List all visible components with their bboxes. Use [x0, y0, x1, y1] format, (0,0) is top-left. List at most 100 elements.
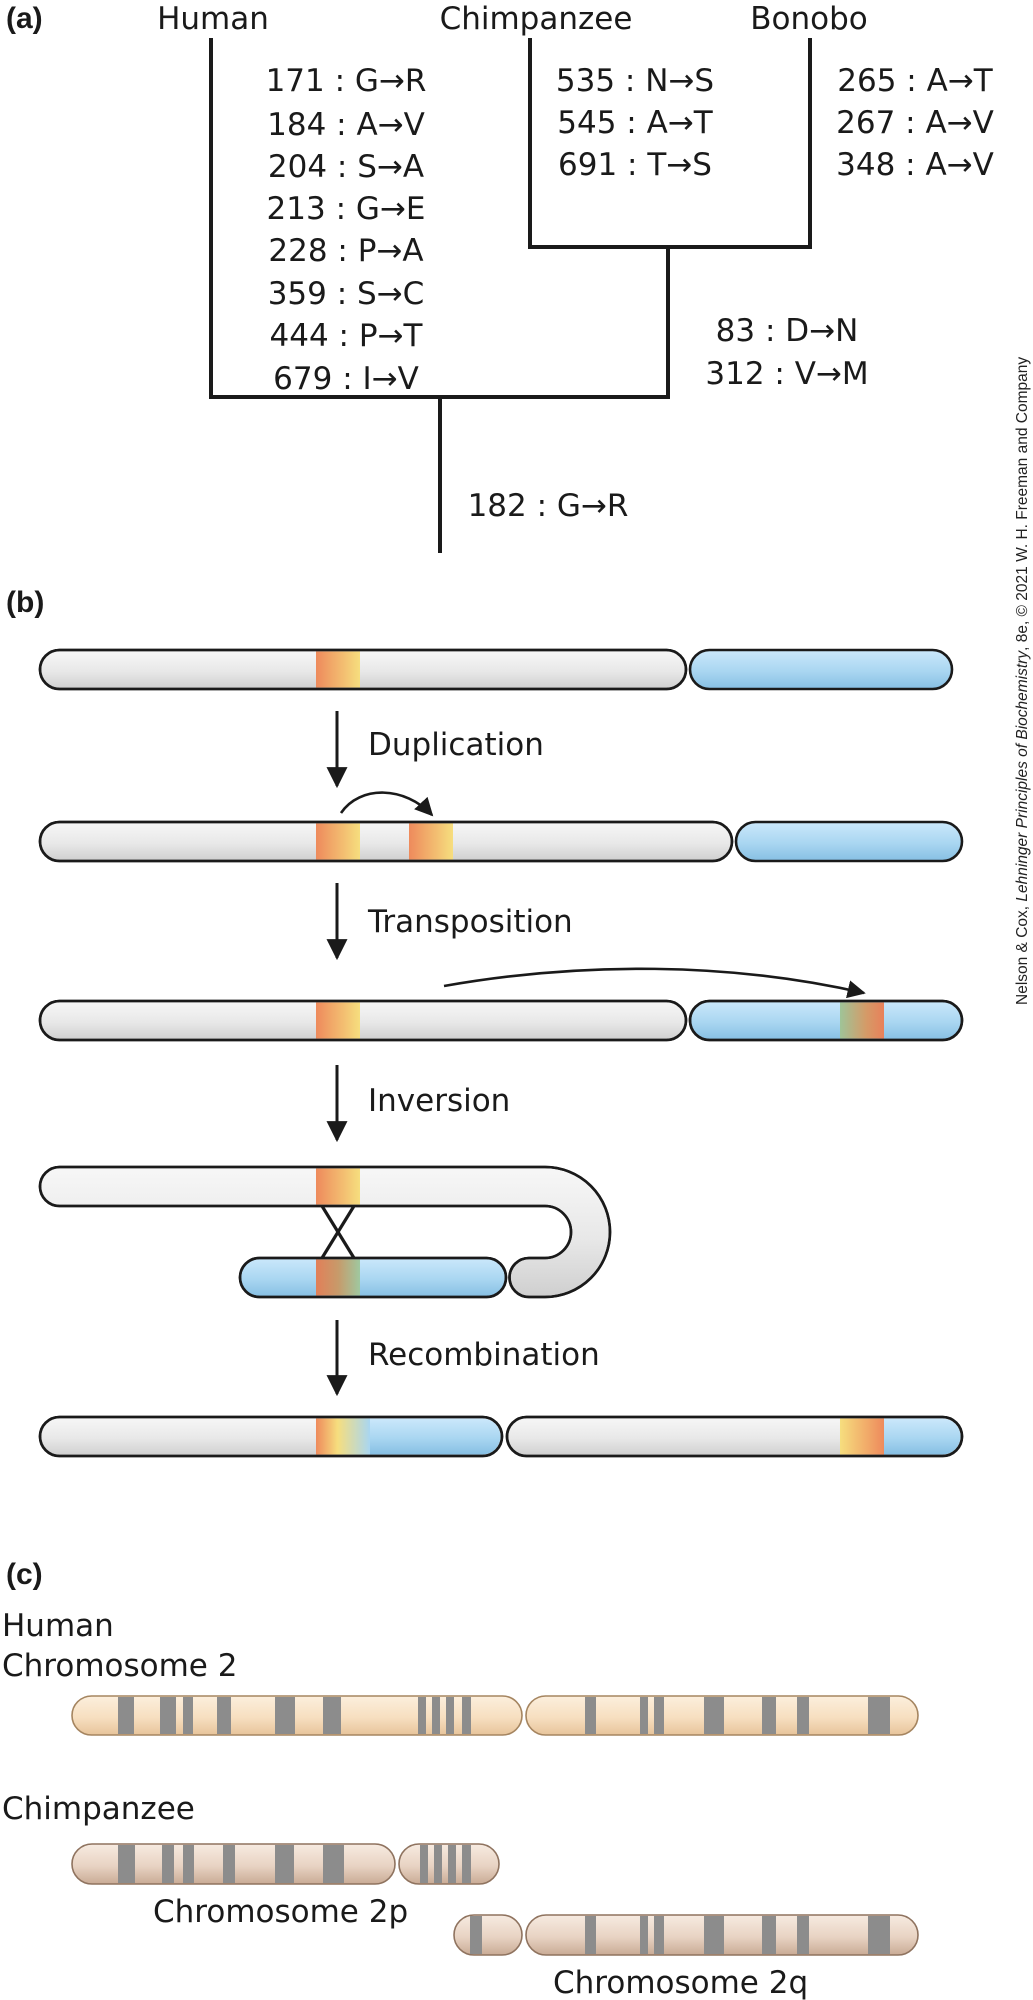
chromosome-blue — [734, 820, 964, 863]
human-chromosome-2 — [71, 1695, 919, 1736]
chromosome-band — [160, 1697, 176, 1734]
chromosome-band — [118, 1697, 134, 1734]
mutation-label: 535 : N→S — [556, 63, 714, 99]
chromosome-band — [434, 1845, 442, 1883]
phylogenetic-tree — [209, 38, 812, 553]
transposition-arrow — [443, 967, 866, 999]
gene-segment — [316, 1002, 360, 1039]
step-transposition: Transposition — [367, 904, 573, 940]
chromosome-band — [704, 1916, 724, 1954]
chromosome-band — [762, 1916, 776, 1954]
blue-portion — [884, 1418, 961, 1455]
chromosome-arm — [453, 1914, 523, 1956]
chromosome-pair-duplicated — [38, 791, 964, 863]
taxon-bonobo: Bonobo — [750, 1, 868, 37]
blue-portion — [360, 1418, 501, 1455]
mutation-label: 444 : P→T — [270, 318, 424, 354]
chromosome-label-chimp-2q: Chromosome 2q — [553, 1965, 808, 2000]
chromosome-band — [323, 1845, 344, 1883]
chromosome-band — [704, 1697, 724, 1734]
copyright-credit: Nelson & Cox, Lehninger Principles of Bi… — [1014, 357, 1032, 1005]
chromosome-band — [446, 1697, 454, 1734]
credit-suffix: , 8e, © 2021 W. H. Freeman and Company — [1014, 356, 1031, 651]
chromosome-label-chimp-2p: Chromosome 2p — [153, 1894, 408, 1930]
chromosome-band — [432, 1697, 440, 1734]
mutation-label: 213 : G→E — [267, 191, 426, 227]
chromosome-band — [762, 1697, 776, 1734]
step-inversion: Inversion — [368, 1083, 510, 1119]
chromosome-grey — [38, 648, 688, 691]
pan-mutation-list: 83 : D→N 312 : V→M — [705, 313, 868, 392]
chromosome-band — [654, 1916, 664, 1954]
chromosome-blue — [238, 1256, 508, 1299]
chromosome-band — [217, 1697, 231, 1734]
root-mutation-label: 182 : G→R — [468, 488, 629, 524]
mutation-label: 267 : A→V — [836, 105, 994, 141]
species-label-human: Human — [2, 1608, 114, 1644]
chromosome-band — [868, 1697, 890, 1734]
panel-label-b: (b) — [6, 586, 44, 619]
chromosome-band — [797, 1697, 809, 1734]
mutation-label: 228 : P→A — [268, 233, 423, 269]
transposed-segment — [840, 1002, 884, 1039]
credit-book-title: Lehninger Principles of Biochemistry — [1014, 650, 1031, 902]
duplication-arrow — [339, 791, 434, 817]
human-mutation-list: 171 : G→R 184 : A→V 204 : S→A 213 : G→E … — [266, 63, 427, 397]
taxon-human: Human — [157, 1, 269, 37]
chromosome-band — [868, 1916, 890, 1954]
step-recombination: Recombination — [368, 1337, 600, 1373]
chromosome-grey — [38, 999, 688, 1042]
chromosome-band — [640, 1697, 648, 1734]
chromosome-inversion-loop — [38, 1165, 612, 1299]
credit-prefix: Nelson & Cox, — [1014, 901, 1031, 1005]
chromosome-band — [275, 1697, 295, 1734]
mutation-label: 679 : I→V — [273, 361, 419, 397]
chromosome-band — [462, 1697, 471, 1734]
chromosome-band — [654, 1697, 664, 1734]
mutation-label: 184 : A→V — [267, 107, 425, 143]
gene-segment — [316, 1418, 370, 1455]
chromosome-pair-transposed — [38, 967, 964, 1042]
chromosome-band — [118, 1845, 135, 1883]
mutation-label: 691 : T→S — [558, 147, 712, 183]
chromosome-pair-recombined — [38, 1415, 964, 1458]
chromosome-arm — [71, 1695, 523, 1736]
mutation-label: 312 : V→M — [705, 356, 868, 392]
transposed-segment — [316, 1259, 360, 1296]
chromosome-band — [223, 1845, 235, 1883]
chromosome-band — [323, 1697, 341, 1734]
chimpanzee-mutation-list: 535 : N→S 545 : A→T 691 : T→S — [556, 63, 714, 183]
taxon-chimpanzee: Chimpanzee — [440, 1, 633, 37]
chromosome-band — [470, 1916, 482, 1954]
chromosome-band — [585, 1916, 596, 1954]
chromosome-pair-initial — [38, 648, 954, 691]
species-label-chimpanzee: Chimpanzee — [2, 1791, 195, 1827]
mutation-label: 545 : A→T — [557, 105, 714, 141]
step-duplication: Duplication — [368, 727, 544, 763]
gene-segment — [316, 1168, 360, 1205]
inverted-segment — [840, 1418, 884, 1455]
mutation-label: 171 : G→R — [266, 63, 427, 99]
chromosome-label-human-2: Chromosome 2 — [2, 1648, 237, 1684]
panel-label-c: (c) — [6, 1558, 43, 1591]
chromosome-blue — [688, 999, 964, 1042]
crossover-line — [320, 1205, 356, 1259]
gene-segment-copy — [409, 823, 453, 860]
chromosome-band — [448, 1845, 456, 1883]
chromosome-band — [797, 1916, 809, 1954]
pan-branch — [528, 38, 812, 249]
chromosome-band — [420, 1845, 428, 1883]
chromosome-band — [162, 1845, 174, 1883]
chromosome-band — [640, 1916, 648, 1954]
mutation-label: 348 : A→V — [836, 147, 994, 183]
gene-segment — [316, 651, 360, 688]
chromosome-band — [585, 1697, 596, 1734]
chromosome-band — [462, 1845, 471, 1883]
mutation-label: 83 : D→N — [716, 313, 859, 349]
chromosome-grey — [38, 820, 734, 863]
bonobo-mutation-list: 265 : A→T 267 : A→V 348 : A→V — [836, 63, 994, 183]
chromosome-band — [183, 1845, 194, 1883]
panel-label-a: (a) — [6, 2, 43, 35]
mutation-label: 204 : S→A — [268, 149, 424, 185]
chromosome-band — [275, 1845, 294, 1883]
